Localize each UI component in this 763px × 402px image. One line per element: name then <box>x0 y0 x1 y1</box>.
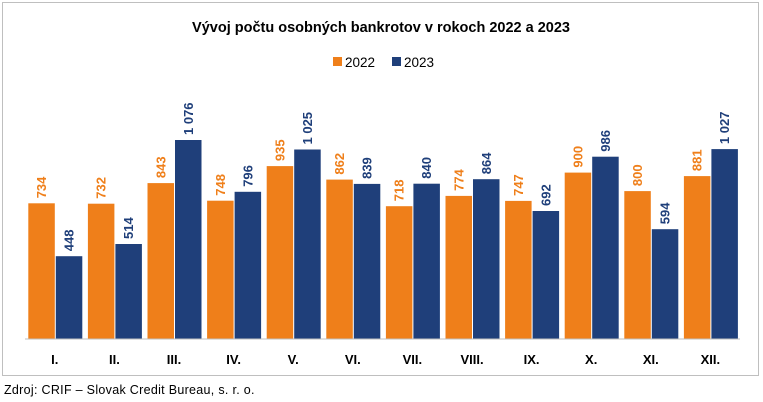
x-tick-label-3: III. <box>167 352 181 367</box>
data-label-2022-3: 843 <box>153 156 168 178</box>
x-tick-label-2: II. <box>109 352 120 367</box>
x-tick-label-1: I. <box>51 352 58 367</box>
x-tick-label-8: VIII. <box>460 352 483 367</box>
bar-2022-11 <box>624 191 651 339</box>
x-tick-label-9: IX. <box>524 352 540 367</box>
bars-group: 734 448 732 514 843 1 076 748 796 935 1 025 862 839… <box>28 102 738 339</box>
x-tick-label-5: V. <box>288 352 299 367</box>
bar-2023-4 <box>234 191 262 339</box>
data-label-2023-8: 864 <box>479 152 494 174</box>
data-label-2022-12: 881 <box>690 149 705 171</box>
bar-2022-10 <box>564 172 592 339</box>
x-tick-labels: I. II. III. IV. V. VI. VII. VIII. IX. X. XI. XII. <box>51 352 720 367</box>
data-label-2023-4: 796 <box>240 165 255 187</box>
data-label-2022-6: 862 <box>332 153 347 175</box>
data-label-2022-11: 800 <box>630 164 645 186</box>
data-label-2022-2: 732 <box>94 177 109 199</box>
bar-2022-6 <box>326 179 353 339</box>
source-note: Zdroj: CRIF – Slovak Credit Bureau, s. r… <box>4 383 255 397</box>
legend-label-2022: 2022 <box>345 55 375 70</box>
data-label-2022-8: 774 <box>451 168 466 190</box>
bar-2023-11 <box>651 229 679 339</box>
bar-2023-7 <box>413 183 440 339</box>
data-label-2023-6: 839 <box>360 157 375 179</box>
bar-2023-2 <box>115 244 142 339</box>
bar-2023-3 <box>175 140 202 339</box>
bar-2022-5 <box>266 166 294 339</box>
bar-2023-10 <box>592 156 619 339</box>
legend-label-2023: 2023 <box>404 55 434 70</box>
bar-2022-1 <box>28 203 55 339</box>
bar-2023-12 <box>711 149 738 339</box>
x-tick-label-10: X. <box>585 352 597 367</box>
legend-swatch-2023 <box>392 57 401 66</box>
bar-2022-12 <box>683 176 711 339</box>
data-label-2023-7: 840 <box>419 157 434 179</box>
data-label-2023-1: 448 <box>62 229 77 251</box>
bar-2023-5 <box>294 149 321 339</box>
bar-2023-9 <box>532 211 560 339</box>
data-label-2022-1: 734 <box>34 176 49 198</box>
bar-2022-7 <box>385 206 413 339</box>
data-label-2023-11: 594 <box>658 202 673 224</box>
bar-2023-6 <box>353 183 381 339</box>
x-tick-label-11: XI. <box>643 352 659 367</box>
data-label-2022-9: 747 <box>511 174 526 196</box>
x-tick-label-12: XII. <box>701 352 721 367</box>
data-label-2022-5: 935 <box>272 139 287 161</box>
data-label-2023-3: 1 076 <box>181 102 196 135</box>
bar-2022-4 <box>207 200 234 339</box>
data-label-2023-12: 1 027 <box>717 112 732 145</box>
data-label-2022-7: 718 <box>392 179 407 201</box>
data-label-2023-10: 986 <box>598 130 613 152</box>
data-label-2023-2: 514 <box>121 217 136 239</box>
bar-2023-1 <box>55 256 83 339</box>
bar-2022-8 <box>445 195 472 339</box>
bar-2022-2 <box>87 203 115 339</box>
x-tick-label-4: IV. <box>226 352 241 367</box>
bar-2022-9 <box>505 200 532 339</box>
bar-chart: Vývoj počtu osobných bankrotov v rokoch … <box>25 20 740 367</box>
data-label-2023-5: 1 025 <box>300 112 315 145</box>
data-label-2022-4: 748 <box>213 174 228 196</box>
x-tick-label-6: VI. <box>345 352 361 367</box>
data-label-2023-9: 692 <box>538 184 553 206</box>
legend-swatch-2022 <box>333 57 342 66</box>
legend: 2022 2023 <box>333 55 434 70</box>
data-label-2022-10: 900 <box>570 146 585 168</box>
chart-title: Vývoj počtu osobných bankrotov v rokoch … <box>192 20 570 36</box>
bar-2022-3 <box>147 183 174 339</box>
x-tick-label-7: VII. <box>403 352 423 367</box>
bar-2023-8 <box>473 179 500 339</box>
